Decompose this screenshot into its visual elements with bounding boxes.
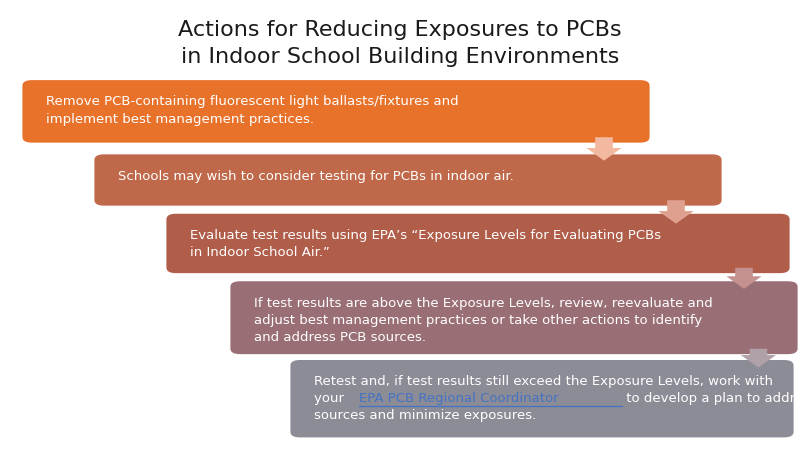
FancyArrow shape bbox=[741, 349, 776, 368]
Text: sources and minimize exposures.: sources and minimize exposures. bbox=[314, 410, 537, 423]
FancyArrow shape bbox=[726, 268, 762, 289]
Text: your: your bbox=[314, 392, 349, 405]
FancyBboxPatch shape bbox=[230, 281, 798, 354]
FancyBboxPatch shape bbox=[290, 360, 794, 437]
Text: Evaluate test results using EPA’s “Exposure Levels for Evaluating PCBs: Evaluate test results using EPA’s “Expos… bbox=[190, 229, 662, 242]
Text: and address PCB sources.: and address PCB sources. bbox=[254, 331, 426, 344]
Text: Actions for Reducing Exposures to PCBs
in Indoor School Building Environments: Actions for Reducing Exposures to PCBs i… bbox=[178, 20, 622, 67]
FancyBboxPatch shape bbox=[22, 80, 650, 143]
Text: implement best management practices.: implement best management practices. bbox=[46, 112, 314, 126]
FancyArrow shape bbox=[586, 137, 622, 161]
Text: to develop a plan to address PCB: to develop a plan to address PCB bbox=[622, 392, 800, 405]
Text: Retest and, if test results still exceed the Exposure Levels, work with: Retest and, if test results still exceed… bbox=[314, 375, 774, 388]
Text: EPA PCB Regional Coordinator: EPA PCB Regional Coordinator bbox=[358, 392, 562, 405]
FancyBboxPatch shape bbox=[94, 154, 722, 206]
FancyBboxPatch shape bbox=[166, 214, 790, 273]
Text: in Indoor School Air.”: in Indoor School Air.” bbox=[190, 246, 330, 259]
FancyArrow shape bbox=[658, 200, 694, 224]
Text: If test results are above the Exposure Levels, review, reevaluate and: If test results are above the Exposure L… bbox=[254, 297, 713, 310]
Text: Schools may wish to consider testing for PCBs in indoor air.: Schools may wish to consider testing for… bbox=[118, 170, 514, 183]
Text: Remove PCB-containing fluorescent light ballasts/fixtures and: Remove PCB-containing fluorescent light … bbox=[46, 95, 459, 108]
Text: adjust best management practices or take other actions to identify: adjust best management practices or take… bbox=[254, 314, 702, 327]
